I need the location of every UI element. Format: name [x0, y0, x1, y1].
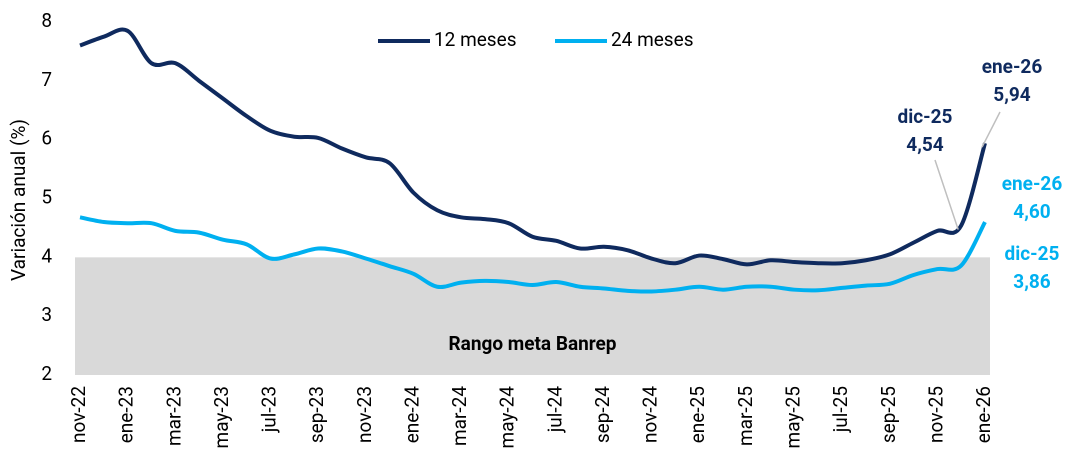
x-tick-label: sep-25: [877, 386, 900, 443]
y-tick-label: 4: [41, 244, 52, 267]
legend-label: 12 meses: [434, 28, 517, 51]
x-tick-label: sep-23: [305, 386, 328, 443]
x-tick-label: mar-24: [448, 386, 471, 446]
value-label: 5,94: [993, 83, 1030, 106]
x-tick-label: ene-26: [972, 386, 995, 443]
series-line: [79, 27, 987, 267]
series-line: [79, 215, 987, 294]
x-tick-label: jul-23: [258, 386, 281, 433]
x-tick-label: jul-24: [543, 386, 566, 434]
x-tick-label: may-24: [496, 386, 519, 449]
leader-line: [934, 159, 959, 230]
x-tick-label: may-23: [210, 386, 233, 448]
legend-label: 24 meses: [611, 28, 694, 51]
x-tick-label: jul-25: [829, 386, 852, 433]
x-tick-label: sep-24: [591, 386, 614, 443]
x-tick-label: mar-23: [162, 386, 185, 446]
x-tick-label: nov-23: [353, 386, 376, 443]
x-tick-label: mar-25: [734, 386, 757, 446]
x-tick-label: ene-23: [115, 386, 138, 443]
y-axis-label: Variación anual (%): [7, 119, 30, 281]
y-tick-label: 2: [41, 362, 52, 385]
x-tick-label: ene-24: [400, 386, 423, 444]
point-label: dic-25: [1005, 242, 1060, 265]
point-label: dic-25: [898, 105, 953, 128]
x-tick-label: nov-22: [67, 386, 90, 443]
value-label: 4,54: [906, 133, 943, 156]
target-band: [75, 257, 990, 375]
y-tick-label: 5: [41, 186, 52, 209]
x-tick-label: nov-24: [639, 386, 662, 443]
x-tick-label: ene-25: [686, 386, 709, 443]
band-label: Rango meta Banrep: [448, 332, 616, 355]
leader-line: [981, 111, 1001, 148]
point-label: ene-26: [1002, 172, 1063, 195]
y-tick-label: 8: [41, 9, 52, 32]
value-label: 3,86: [1013, 270, 1050, 293]
y-tick-label: 7: [41, 68, 52, 91]
value-label: 4,60: [1013, 200, 1050, 223]
x-tick-label: nov-25: [924, 386, 947, 443]
point-label: ene-26: [982, 55, 1043, 78]
y-tick-label: 6: [41, 127, 52, 150]
x-tick-label: may-25: [781, 386, 804, 448]
y-tick-label: 3: [41, 303, 52, 326]
